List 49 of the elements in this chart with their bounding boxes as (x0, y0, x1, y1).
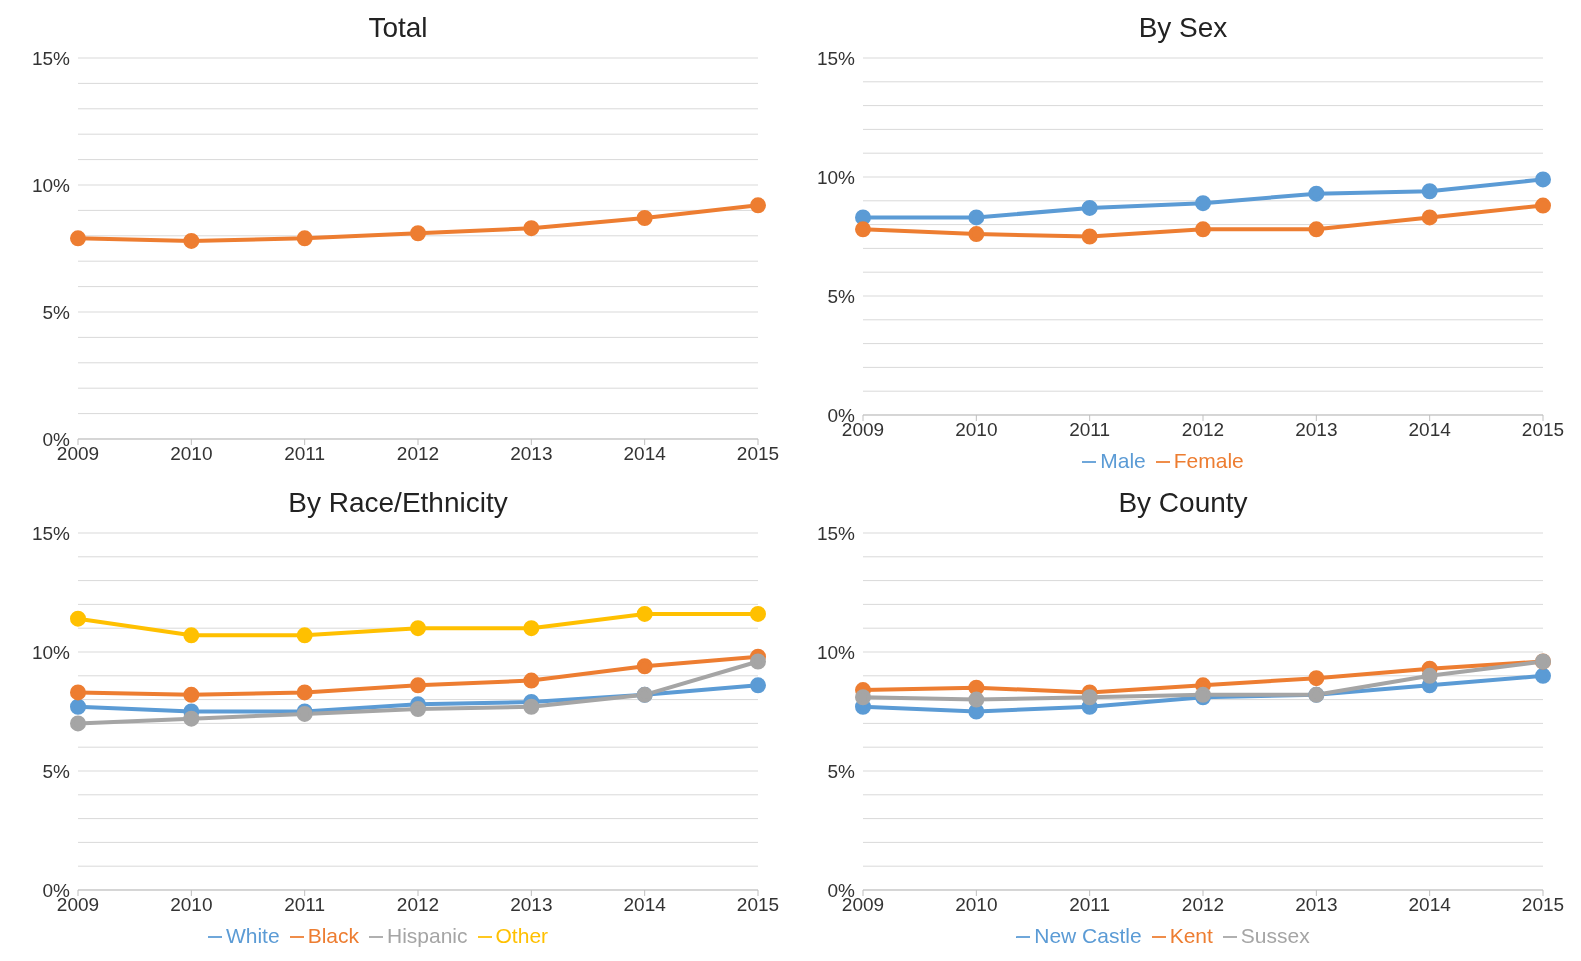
legend-label: White (225, 924, 280, 947)
x-tick-label: 2015 (1521, 419, 1565, 441)
y-tick-label: 5% (827, 285, 856, 307)
x-tick-label: 2010 (170, 443, 213, 465)
x-tick-label: 2013 (1295, 894, 1338, 916)
y-tick-label: 10% (31, 174, 71, 196)
x-tick-label: 2014 (623, 443, 667, 465)
x-tick-label: 2010 (955, 894, 998, 916)
x-tick-label: 2013 (510, 894, 553, 916)
x-tick-label: 2015 (736, 443, 780, 465)
x-tick-label: 2011 (284, 443, 326, 465)
y-tick-label: 10% (31, 641, 71, 663)
y-tick-label: 15% (31, 522, 71, 544)
legend-label: Female (1173, 449, 1244, 472)
y-tick-label: 10% (816, 166, 856, 188)
x-tick-label: 2013 (510, 443, 553, 465)
x-tick-label: 2011 (284, 894, 326, 916)
x-tick-label: 2014 (1408, 419, 1452, 441)
legend-label: Hispanic (386, 924, 468, 947)
y-tick-label: 10% (816, 641, 856, 663)
x-tick-label: 2015 (736, 894, 780, 916)
chart-title: By Race/Ethnicity (287, 486, 509, 520)
legend-label: New Castle (1034, 924, 1142, 947)
x-tick-label: 2012 (1181, 894, 1225, 916)
legend-label: Male (1100, 449, 1146, 472)
x-tick-label: 2012 (396, 894, 440, 916)
legend-label: Kent (1169, 924, 1213, 947)
legend-label: Sussex (1240, 924, 1310, 947)
x-tick-label: 2015 (1521, 894, 1565, 916)
x-tick-label: 2011 (1069, 419, 1111, 441)
chart-title: By County (1117, 486, 1249, 520)
chart-title: Total (367, 11, 429, 45)
y-tick-label: 5% (42, 301, 71, 323)
y-tick-label: 5% (42, 760, 71, 782)
x-tick-label: 2014 (623, 894, 667, 916)
y-tick-label: 5% (827, 760, 856, 782)
y-tick-label: 15% (816, 522, 856, 544)
x-tick-label: 2013 (1295, 419, 1338, 441)
x-tick-label: 2010 (170, 894, 213, 916)
x-tick-label: 2011 (1069, 894, 1111, 916)
x-tick-label: 2012 (396, 443, 440, 465)
y-tick-label: 15% (816, 47, 856, 69)
legend-label: Other (495, 924, 549, 947)
chart-title: By Sex (1137, 11, 1229, 45)
legend-label: Black (307, 924, 359, 947)
x-tick-label: 2014 (1408, 894, 1452, 916)
x-tick-label: 2012 (1181, 419, 1225, 441)
x-tick-label: 2010 (955, 419, 998, 441)
y-tick-label: 15% (31, 47, 71, 69)
